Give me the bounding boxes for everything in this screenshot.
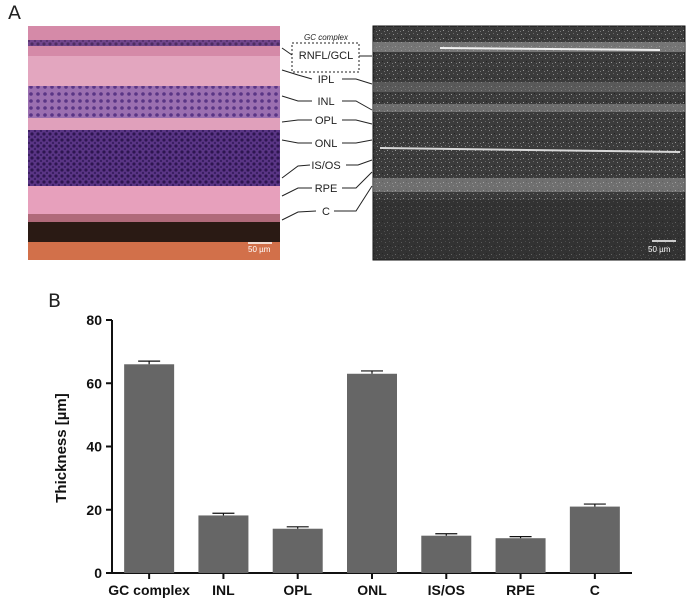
bar	[347, 373, 397, 573]
gc-complex-label: GC complex	[304, 33, 349, 42]
histology-is-os	[28, 186, 280, 214]
histology-sclera	[28, 242, 280, 260]
y-tick-label: 0	[94, 565, 102, 581]
histology-ipl	[28, 56, 280, 86]
layer-label-is-os: IS/OS	[311, 160, 340, 172]
bar	[198, 515, 249, 573]
histology-image: 50 µm	[28, 26, 280, 260]
x-tick-label: GC complex	[108, 582, 190, 598]
x-tick-label: OPL	[283, 582, 312, 598]
histology-choroid	[28, 222, 280, 242]
layer-label-inl: INL	[317, 96, 334, 108]
histology-scale-bar-label: 50 µm	[248, 245, 271, 254]
x-tick-label: IS/OS	[428, 582, 465, 598]
x-tick-label: INL	[212, 582, 235, 598]
layer-label-ipl: IPL	[318, 74, 335, 86]
layer-labels: RNFL/GCL IPL INL OPL ONL IS/OS RPE C	[299, 50, 353, 218]
layer-label-onl: ONL	[315, 138, 338, 150]
histology-inl	[28, 86, 280, 118]
bar	[569, 506, 620, 573]
y-tick-label: 40	[86, 439, 102, 455]
x-tick-label: ONL	[357, 582, 387, 598]
histology-rpe	[28, 214, 280, 222]
layer-label-rpe: RPE	[315, 183, 338, 195]
oct-image: 50 µm	[372, 25, 686, 261]
bar	[124, 364, 175, 573]
bar	[495, 538, 546, 573]
oct-scale-bar-label: 50 µm	[648, 245, 671, 254]
gc-complex-box	[291, 42, 360, 73]
layer-label-c: C	[322, 206, 330, 218]
retina-panel: 50 µm 50 µm GC complex RNFL/GCL IPL INL …	[28, 25, 686, 261]
y-tick-label: 20	[86, 502, 102, 518]
thickness-bar-chart: 0 20 40 60 80 GC complex INL OPL ONL IS/OS RPE C Th…	[53, 312, 632, 598]
layer-label-opl: OPL	[315, 115, 337, 127]
histology-onl	[28, 130, 280, 186]
y-axis-title: Thickness [µm]	[53, 393, 70, 503]
y-tick-label: 80	[86, 312, 102, 328]
panel-a-label: A	[8, 2, 21, 24]
y-tick-label: 60	[86, 375, 102, 391]
bar	[272, 528, 323, 573]
x-tick-label: C	[590, 582, 600, 598]
bar	[421, 535, 472, 573]
histology-opl	[28, 118, 280, 130]
panel-b-label: B	[48, 290, 62, 312]
layer-label-rnfl-gcl: RNFL/GCL	[299, 50, 353, 62]
leader-lines	[281, 47, 373, 221]
x-tick-label: RPE	[506, 582, 535, 598]
